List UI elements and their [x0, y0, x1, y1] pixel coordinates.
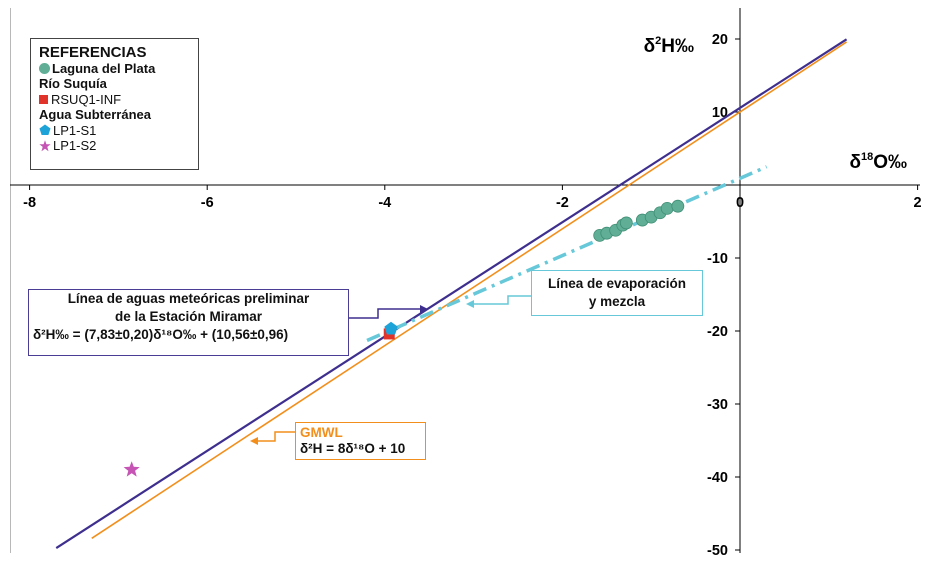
chart-frame [10, 8, 920, 553]
circle-marker-icon [39, 62, 50, 74]
pentagon-marker-icon [39, 124, 51, 136]
legend-label-lp1s1: LP1-S1 [53, 122, 97, 138]
gmwl-equation: δ²H = 8δ¹⁸O + 10 [300, 441, 406, 456]
data-point-laguna [671, 199, 685, 213]
x-tick-label: 2 [914, 195, 922, 211]
x-tick-label: -8 [23, 195, 36, 211]
gmwl-connector [258, 431, 295, 442]
y-tick-label: -20 [707, 324, 728, 340]
star-marker-icon [39, 140, 51, 152]
legend-label-laguna: Laguna del Plata [52, 60, 156, 76]
meteoric-arrowhead [420, 305, 428, 313]
evaporation-annotation-line2: y mezcla [588, 294, 646, 309]
y-tick-label: -10 [707, 251, 728, 267]
square-marker-icon [39, 94, 48, 104]
data-point-lp1s2 [123, 461, 140, 477]
evaporation-line-annotation: Línea de evaporación y mezcla [531, 270, 703, 316]
x-axis-label: δ18O‰ [849, 151, 907, 173]
y-tick-label: -50 [707, 543, 728, 559]
gmwl-arrowhead [250, 437, 258, 445]
data-point-lp1s1 [384, 321, 398, 335]
series-line-meteoric [55, 38, 848, 549]
gmwl-annotation-title: GMWL [300, 425, 343, 440]
y-axis-label: δ2H‰ [644, 35, 694, 57]
meteoric-equation: δ²H‰ = (7,83±0,20)δ¹⁸O‰ + (10,56±0,96) [33, 327, 289, 342]
gmwl-annotation: GMWL δ²H = 8δ¹⁸O + 10 [295, 422, 426, 460]
x-tick-label: -2 [556, 195, 569, 211]
y-tick-label: -40 [707, 470, 728, 486]
meteoric-annotation-line1: Línea de aguas meteóricas preliminar [67, 291, 310, 306]
data-point-laguna [660, 201, 674, 215]
legend-item-laguna: Laguna del Plata [39, 61, 198, 77]
evaporation-arrowhead [466, 300, 474, 308]
meteoric-connector [349, 308, 420, 319]
x-tick-label: 0 [736, 195, 744, 211]
legend-item-lp1s2: LP1-S2 [39, 138, 198, 154]
meteoric-line-annotation: Línea de aguas meteóricas preliminar de … [28, 289, 349, 356]
legend-item-rsuq1: RSUQ1-INF [39, 92, 198, 108]
y-tick-label: -30 [707, 397, 728, 413]
legend-group-agua: Agua Subterránea [39, 107, 151, 122]
legend-group-rio: Río Suquía [39, 76, 107, 91]
y-tick-label: 10 [712, 105, 728, 121]
legend-label-rsuq1: RSUQ1-INF [51, 91, 122, 107]
data-point-laguna [619, 216, 633, 230]
chart-legend: REFERENCIAS Laguna del Plata Río Suquía … [30, 38, 199, 170]
evaporation-connector [474, 295, 531, 305]
x-tick-label: -4 [378, 195, 391, 211]
evaporation-annotation-line1: Línea de evaporación [547, 276, 687, 291]
y-tick-label: 20 [712, 32, 728, 48]
meteoric-annotation-line2: de la Estación Miramar [114, 309, 263, 324]
legend-item-lp1s1: LP1-S1 [39, 123, 198, 139]
legend-label-lp1s2: LP1-S2 [53, 138, 97, 153]
legend-title: REFERENCIAS [39, 44, 147, 61]
series-line-gmwl [91, 41, 847, 539]
x-tick-label: -6 [201, 195, 214, 211]
